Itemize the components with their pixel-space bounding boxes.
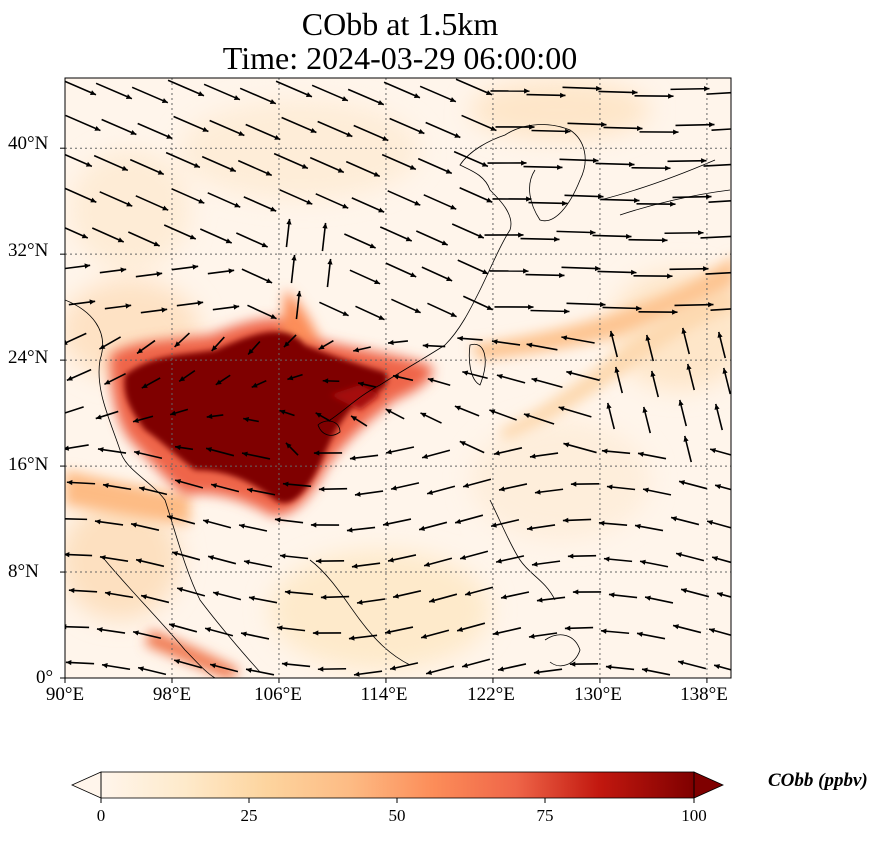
y-tick-label: 24°N: [8, 347, 48, 369]
y-tick-label: 8°N: [8, 561, 39, 583]
colorbar-extend-low: [72, 772, 101, 798]
y-tick-label: 32°N: [8, 240, 48, 262]
x-tick-label: 98°E: [153, 684, 191, 706]
colorbar-tick-label: 0: [97, 806, 106, 826]
x-tick-label: 130°E: [574, 684, 622, 706]
x-tick-label: 138°E: [680, 684, 728, 706]
colorbar-tick-label: 50: [389, 806, 406, 826]
colorbar-extend-high: [694, 772, 723, 798]
y-tick-label: 40°N: [8, 133, 48, 155]
x-tick-label: 122°E: [467, 684, 515, 706]
x-tick-label: 106°E: [254, 684, 302, 706]
colorbar: [72, 772, 723, 803]
colorbar-tick-label: 25: [241, 806, 258, 826]
colorbar-tick-label: 75: [537, 806, 554, 826]
x-tick-label: 90°E: [46, 684, 84, 706]
x-tick-label: 114°E: [361, 684, 408, 706]
y-tick-label: 16°N: [8, 454, 48, 476]
map-area: [56, 78, 750, 680]
colorbar-label: CObb (ppbv): [768, 770, 868, 792]
colorbar-tick-label: 100: [681, 806, 707, 826]
colorbar-gradient: [101, 772, 694, 798]
